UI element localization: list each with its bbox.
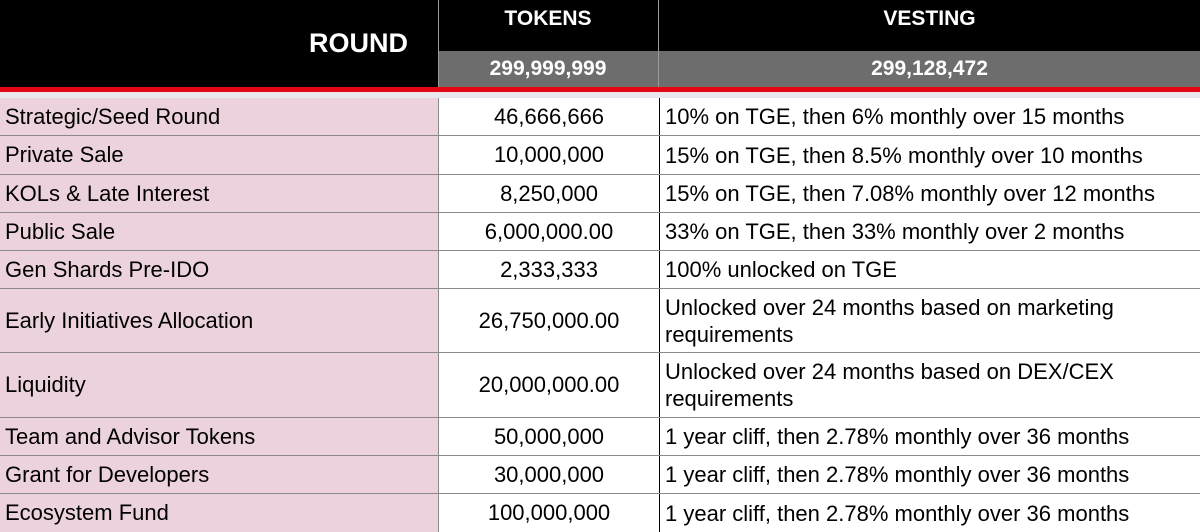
vesting-cell: 33% on TGE, then 33% monthly over 2 mont… <box>659 213 1200 250</box>
table-row: Private Sale 10,000,000 15% on TGE, then… <box>0 136 1200 175</box>
table-row: Early Initiatives Allocation 26,750,000.… <box>0 289 1200 353</box>
header-spacer <box>0 92 1200 98</box>
tokens-cell: 2,333,333 <box>438 251 659 288</box>
tokens-column-header: TOKENS <box>504 7 592 30</box>
vesting-cell: Unlocked over 24 months based on marketi… <box>659 289 1200 352</box>
round-cell: Private Sale <box>0 136 438 174</box>
round-cell: Public Sale <box>0 213 438 250</box>
table-row: Liquidity 20,000,000.00 Unlocked over 24… <box>0 353 1200 418</box>
round-cell: Team and Advisor Tokens <box>0 418 438 455</box>
header-divider <box>438 0 439 87</box>
table-row: Public Sale 6,000,000.00 33% on TGE, the… <box>0 213 1200 251</box>
tokens-cell: 10,000,000 <box>438 136 659 174</box>
table-body: Strategic/Seed Round 46,666,666 10% on T… <box>0 98 1200 532</box>
vesting-cell: Unlocked over 24 months based on DEX/CEX… <box>659 353 1200 417</box>
tokens-cell: 50,000,000 <box>438 418 659 455</box>
table-header: ROUND TOKENS VESTING 299,999,999 299,128… <box>0 0 1200 87</box>
round-cell: Early Initiatives Allocation <box>0 289 438 352</box>
round-cell: Strategic/Seed Round <box>0 98 438 135</box>
vesting-cell: 15% on TGE, then 8.5% monthly over 10 mo… <box>659 136 1200 174</box>
table-row: Strategic/Seed Round 46,666,666 10% on T… <box>0 98 1200 136</box>
vesting-cell: 15% on TGE, then 7.08% monthly over 12 m… <box>659 175 1200 212</box>
vesting-cell: 100% unlocked on TGE <box>659 251 1200 288</box>
round-cell: Gen Shards Pre-IDO <box>0 251 438 288</box>
tokens-cell: 8,250,000 <box>438 175 659 212</box>
table-row: Grant for Developers 30,000,000 1 year c… <box>0 456 1200 494</box>
table-row: Team and Advisor Tokens 50,000,000 1 yea… <box>0 418 1200 456</box>
tokens-cell: 30,000,000 <box>438 456 659 493</box>
vesting-cell: 10% on TGE, then 6% monthly over 15 mont… <box>659 98 1200 135</box>
tokens-cell: 6,000,000.00 <box>438 213 659 250</box>
round-cell: Grant for Developers <box>0 456 438 493</box>
tokens-cell: 100,000,000 <box>438 494 659 532</box>
vesting-total: 299,128,472 <box>659 51 1200 87</box>
table-row: KOLs & Late Interest 8,250,000 15% on TG… <box>0 175 1200 213</box>
header-accent-bar <box>0 87 1200 92</box>
vesting-column-header: VESTING <box>883 7 976 30</box>
vesting-cell: 1 year cliff, then 2.78% monthly over 36… <box>659 456 1200 493</box>
round-cell: Ecosystem Fund <box>0 494 438 532</box>
table-row: Ecosystem Fund 100,000,000 1 year cliff,… <box>0 494 1200 532</box>
tokens-total: 299,999,999 <box>438 51 658 87</box>
tokens-cell: 20,000,000.00 <box>438 353 659 417</box>
tokens-cell: 46,666,666 <box>438 98 659 135</box>
round-column-header: ROUND <box>309 28 408 58</box>
header-divider <box>658 0 659 87</box>
vesting-cell: 1 year cliff, then 2.78% monthly over 36… <box>659 494 1200 532</box>
round-cell: Liquidity <box>0 353 438 417</box>
tokens-cell: 26,750,000.00 <box>438 289 659 352</box>
table-row: Gen Shards Pre-IDO 2,333,333 100% unlock… <box>0 251 1200 289</box>
vesting-cell: 1 year cliff, then 2.78% monthly over 36… <box>659 418 1200 455</box>
round-cell: KOLs & Late Interest <box>0 175 438 212</box>
